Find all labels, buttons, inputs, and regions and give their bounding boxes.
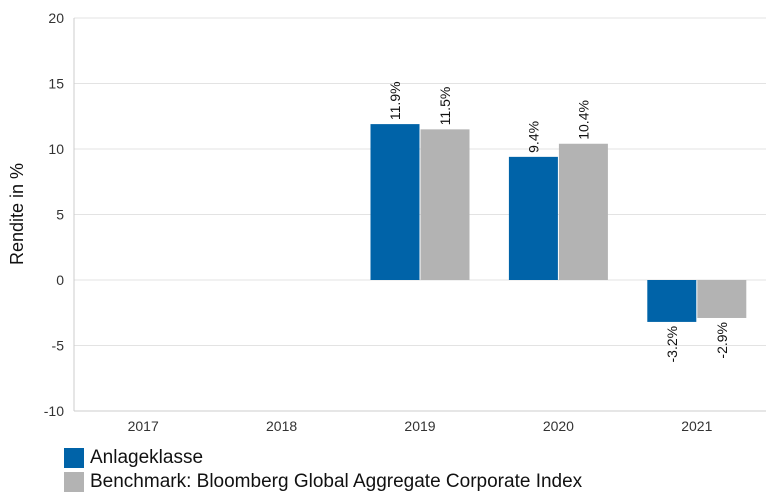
y-tick-label: 15 <box>48 76 64 92</box>
y-tick-label: -5 <box>52 338 65 354</box>
legend-swatch-anlageklasse <box>64 448 84 468</box>
bar <box>370 124 420 280</box>
data-label: 10.4% <box>575 100 591 140</box>
y-tick-labels: -10 -5 0 5 10 15 20 <box>44 10 64 419</box>
data-label: -2.9% <box>714 322 730 359</box>
y-tick-label: 20 <box>48 10 64 26</box>
bar-chart: -10 -5 0 5 10 15 20 11.9% 11.5% 9.4% 10.4% -3.2% -2… <box>7 10 766 434</box>
y-tick-label: 5 <box>56 207 64 223</box>
gridlines <box>73 17 766 412</box>
bar <box>420 129 470 280</box>
bar <box>697 280 747 318</box>
x-tick-label: 2018 <box>266 418 297 434</box>
y-tick-label: -10 <box>44 403 64 419</box>
bars <box>370 124 747 322</box>
data-label: 9.4% <box>525 121 541 153</box>
y-tick-label: 0 <box>56 272 64 288</box>
x-tick-label: 2021 <box>681 418 712 434</box>
data-label: -3.2% <box>664 326 680 363</box>
legend-swatch-benchmark <box>64 472 84 492</box>
x-tick-labels: 2017 2018 2019 2020 2021 <box>128 418 713 434</box>
bar <box>558 143 608 280</box>
bar <box>508 156 558 280</box>
legend-label-anlageklasse: Anlageklasse <box>90 447 204 468</box>
y-tick-label: 10 <box>48 141 64 157</box>
y-axis-label: Rendite in % <box>7 163 27 265</box>
bar <box>647 280 697 322</box>
data-label: 11.9% <box>387 81 403 120</box>
x-tick-label: 2020 <box>543 418 574 434</box>
legend-item-anlageklasse: Anlageklasse <box>64 446 582 470</box>
data-label: 11.5% <box>437 87 453 126</box>
legend: Anlageklasse Benchmark: Bloomberg Global… <box>64 446 582 494</box>
x-tick-label: 2017 <box>128 418 159 434</box>
x-tick-label: 2019 <box>404 418 435 434</box>
legend-label-benchmark: Benchmark: Bloomberg Global Aggregate Co… <box>90 471 583 492</box>
data-labels: 11.9% 11.5% 9.4% 10.4% -3.2% -2.9% <box>387 81 730 362</box>
legend-item-benchmark: Benchmark: Bloomberg Global Aggregate Co… <box>64 470 582 494</box>
